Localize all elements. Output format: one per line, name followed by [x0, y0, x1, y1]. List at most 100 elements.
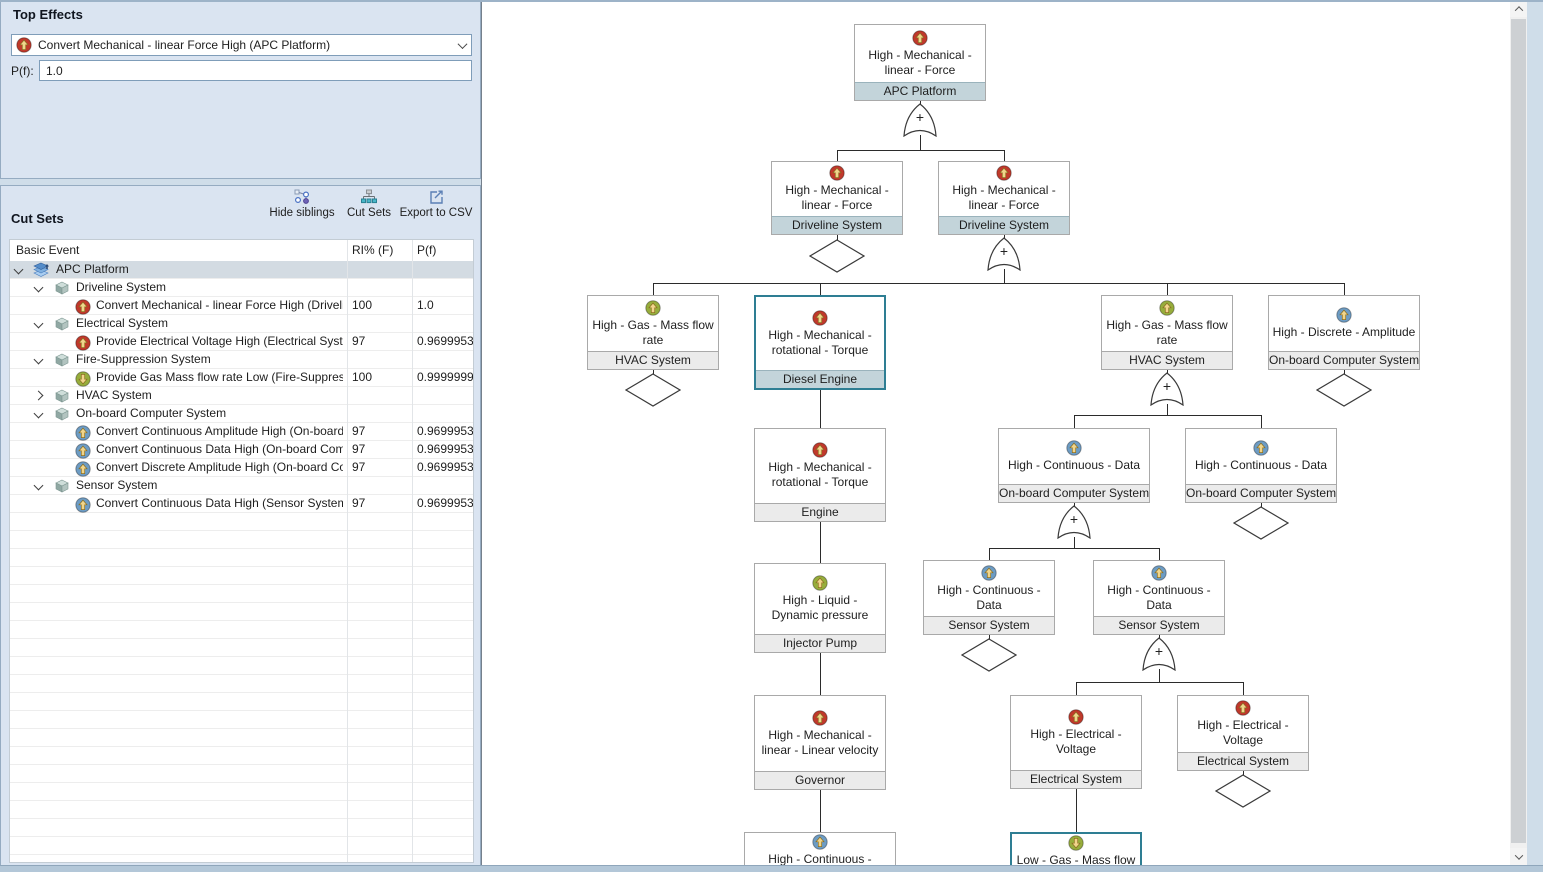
fault-tree-node-selected[interactable]: Low - Gas - Mass flow	[1010, 832, 1142, 865]
connector-line	[1167, 404, 1168, 415]
undeveloped-event-diamond[interactable]	[625, 373, 681, 407]
tree-row-electrical-system[interactable]: Electrical System	[10, 315, 473, 333]
fault-tree-node[interactable]: High - Continuous - Data Sensor System	[923, 560, 1055, 635]
export-to-csv-icon	[428, 189, 444, 205]
connector-line	[920, 100, 921, 104]
undeveloped-event-diamond[interactable]	[1233, 506, 1289, 540]
or-gate[interactable]: +	[1145, 372, 1189, 406]
tree-row-sensor-system[interactable]: Sensor System	[10, 477, 473, 495]
fault-tree-node[interactable]: High - Electrical - Voltage Electrical S…	[1177, 695, 1309, 771]
undeveloped-event-diamond[interactable]	[961, 638, 1017, 672]
chevron-down-icon[interactable]	[33, 354, 44, 365]
col-ri[interactable]: RI% (F)	[352, 243, 394, 257]
scroll-down-button[interactable]	[1510, 848, 1527, 865]
hide-siblings-button[interactable]: Hide siblings	[265, 189, 339, 225]
connector-line	[1344, 283, 1345, 295]
or-gate[interactable]: +	[1137, 637, 1181, 671]
connector-line	[989, 634, 990, 640]
scrollbar-thumb[interactable]	[1511, 19, 1526, 843]
or-gate[interactable]: +	[1052, 505, 1096, 539]
connector-line	[837, 150, 838, 161]
fault-tree-node[interactable]: High - Mechanical - rotational - Torque …	[754, 428, 886, 522]
chevron-down-icon[interactable]	[33, 282, 44, 293]
fault-tree-node[interactable]: High - Mechanical - linear - Force Drive…	[771, 161, 903, 235]
fault-tree-node[interactable]: High - Electrical - Voltage Electrical S…	[1010, 695, 1142, 789]
event-up-blue-icon	[75, 424, 91, 442]
fault-tree-node[interactable]: High - Gas - Mass flow rate HVAC System	[1101, 295, 1233, 370]
tree-row-basic-event[interactable]: Provide Gas Mass flow rate Low (Fire-Sup…	[10, 369, 473, 387]
combo-dropdown-button[interactable]	[453, 35, 471, 55]
event-up-red-icon	[812, 310, 828, 326]
tree-row-basic-event[interactable]: Convert Continuous Amplitude High (On-bo…	[10, 423, 473, 441]
event-up-green-icon	[645, 300, 661, 316]
tree-row-driveline-system[interactable]: Driveline System	[10, 279, 473, 297]
chevron-down-icon[interactable]	[13, 264, 24, 275]
scroll-up-button[interactable]	[1510, 0, 1527, 17]
table-header: Basic Event RI% (F) P(f)	[10, 240, 473, 262]
cut-sets-label: Cut Sets	[346, 207, 392, 219]
connector-line	[1159, 669, 1160, 682]
fault-tree-node-selected[interactable]: High - Mechanical - rotational - Torque …	[754, 295, 886, 390]
tree-row-basic-event[interactable]: Convert Continuous Data High (On-board C…	[10, 441, 473, 459]
connector-line	[1074, 415, 1262, 416]
fault-tree-node[interactable]: High - Continuous -	[744, 832, 896, 865]
event-down-green-icon	[1068, 835, 1084, 851]
tree-row-basic-event[interactable]: Provide Electrical Voltage High (Electri…	[10, 333, 473, 351]
fault-tree-node[interactable]: High - Mechanical - linear - Linear velo…	[754, 695, 886, 790]
event-up-green-icon	[812, 575, 828, 591]
node-footer: Electrical System	[1011, 770, 1141, 788]
tree-row-basic-event[interactable]: Convert Mechanical - linear Force High (…	[10, 297, 473, 315]
fault-tree-node[interactable]: High - Liquid - Dynamic pressure Injecto…	[754, 563, 886, 653]
connector-line	[1243, 682, 1244, 695]
fault-tree-node[interactable]: High - Mechanical - linear - Force APC P…	[854, 24, 986, 101]
connector-line	[1159, 634, 1160, 638]
col-basic-event[interactable]: Basic Event	[16, 243, 80, 257]
event-up-blue-icon	[812, 834, 828, 850]
node-footer: On-board Computer System	[999, 484, 1149, 502]
window-top-border	[0, 0, 1543, 2]
hide-siblings-label: Hide siblings	[269, 207, 335, 219]
chevron-down-icon[interactable]	[33, 480, 44, 491]
connector-line	[1167, 283, 1168, 295]
col-pf[interactable]: P(f)	[417, 243, 437, 257]
tree-row-basic-event[interactable]: Convert Continuous Data High (Sensor Sys…	[10, 495, 473, 513]
top-effects-panel: Top Effects Convert Mechanical - linear …	[0, 0, 481, 179]
tree-row-basic-event[interactable]: Convert Discrete Amplitude High (On-boar…	[10, 459, 473, 477]
fault-tree-node[interactable]: High - Continuous - Data On-board Comput…	[998, 428, 1150, 503]
connector-line	[1243, 770, 1244, 776]
or-gate[interactable]: +	[982, 237, 1026, 271]
fault-tree-node[interactable]: High - Discrete - Amplitude On-board Com…	[1268, 295, 1420, 370]
undeveloped-event-diamond[interactable]	[1215, 774, 1271, 808]
chevron-down-icon[interactable]	[33, 318, 44, 329]
fault-tree-node[interactable]: High - Gas - Mass flow rate HVAC System	[587, 295, 719, 370]
event-up-red-icon	[812, 442, 828, 458]
chevron-right-icon[interactable]	[33, 390, 44, 401]
top-effects-title: Top Effects	[13, 7, 83, 22]
connector-line	[1076, 788, 1077, 832]
or-gate[interactable]: +	[898, 103, 942, 137]
export-to-csv-button[interactable]: Export to CSV	[398, 189, 474, 225]
cut-sets-button[interactable]: Cut Sets	[346, 189, 392, 225]
vertical-scrollbar[interactable]	[1510, 0, 1527, 865]
fault-tree-diagram[interactable]: High - Mechanical - linear - Force APC P…	[481, 0, 1527, 865]
connector-line	[837, 150, 1005, 151]
top-effect-select[interactable]: Convert Mechanical - linear Force High (…	[11, 34, 472, 56]
cut-sets-title: Cut Sets	[11, 211, 64, 226]
pf-label: P(f):	[11, 64, 34, 78]
fault-tree-node[interactable]: High - Mechanical - linear - Force Drive…	[938, 161, 1070, 235]
undeveloped-event-diamond[interactable]	[1316, 373, 1372, 407]
chevron-down-icon[interactable]	[33, 408, 44, 419]
fault-tree-node[interactable]: High - Continuous - Data Sensor System	[1093, 560, 1225, 635]
node-footer: APC Platform	[855, 82, 985, 100]
column-divider	[412, 240, 413, 862]
tree-row-onboard-computer-system[interactable]: On-board Computer System	[10, 405, 473, 423]
pf-input[interactable]	[39, 60, 472, 81]
tree-row-fire-suppression-system[interactable]: Fire-Suppression System	[10, 351, 473, 369]
event-up-red-icon	[996, 165, 1012, 181]
tree-row-apc-platform[interactable]: APC Platform	[10, 261, 473, 279]
undeveloped-event-diamond[interactable]	[809, 239, 865, 273]
tree-row-hvac-system[interactable]: HVAC System	[10, 387, 473, 405]
event-up-red-icon	[829, 165, 845, 181]
fault-tree-node[interactable]: High - Continuous - Data On-board Comput…	[1185, 428, 1337, 503]
